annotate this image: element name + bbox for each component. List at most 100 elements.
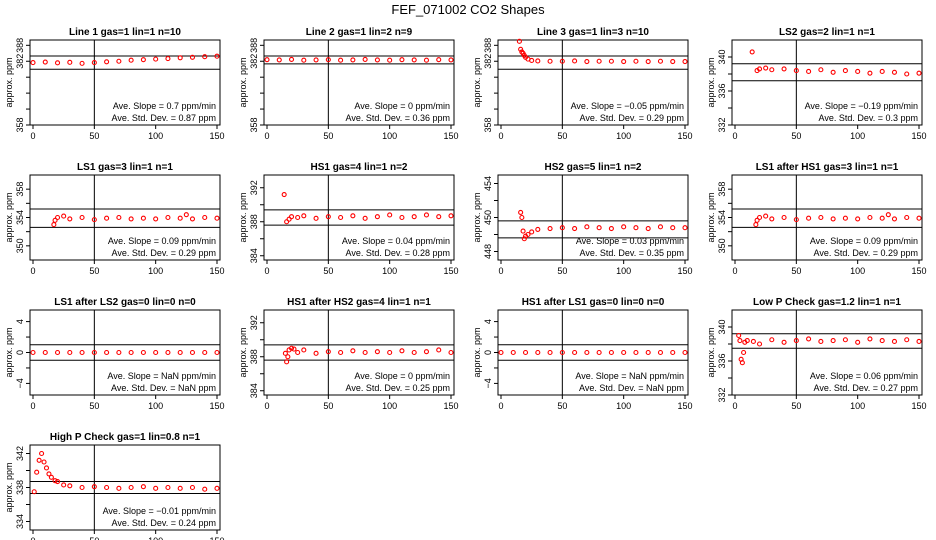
data-point — [116, 349, 122, 356]
x-tick-label: 0 — [30, 536, 35, 540]
data-point — [301, 57, 307, 63]
slope-annotation: Ave. Slope = 0 ppm/min — [354, 101, 450, 111]
data-point — [153, 349, 159, 356]
data-point — [325, 349, 331, 355]
data-point — [448, 213, 454, 219]
x-tick-label: 0 — [264, 131, 269, 141]
data-point — [165, 484, 171, 491]
data-point — [559, 349, 565, 356]
x-tick-label: 50 — [557, 266, 567, 276]
data-point — [525, 231, 531, 238]
data-point — [572, 349, 578, 356]
data-point — [830, 338, 836, 344]
data-point — [325, 214, 331, 220]
data-point — [793, 217, 799, 223]
std-dev-annotation: Ave. Std. Dev. = 0.87 ppm — [112, 113, 216, 123]
data-point — [202, 214, 208, 221]
data-point — [763, 65, 769, 71]
data-point — [842, 337, 848, 343]
data-point — [214, 53, 220, 59]
data-point — [436, 347, 442, 353]
x-tick-label: 0 — [498, 131, 503, 141]
data-point — [350, 348, 356, 354]
data-point — [202, 54, 208, 60]
plot-frame — [263, 174, 455, 261]
data-point — [189, 54, 196, 60]
y-axis-label: approx. ppm — [238, 192, 248, 242]
data-point — [518, 209, 524, 215]
y-axis-label: approx. ppm — [706, 327, 716, 377]
x-tick-label: 150 — [911, 131, 926, 141]
data-point — [498, 349, 504, 356]
data-point — [891, 338, 898, 345]
data-point — [596, 58, 602, 64]
slope-annotation: Ave. Slope = 0 ppm/min — [354, 371, 450, 381]
data-point — [645, 226, 651, 232]
data-point — [387, 57, 393, 63]
y-axis-label: approx. ppm — [4, 192, 14, 242]
data-point — [750, 338, 756, 345]
data-point — [350, 213, 356, 219]
data-point — [867, 214, 873, 221]
x-tick-label: 50 — [557, 131, 567, 141]
data-point — [52, 478, 58, 484]
data-point — [806, 336, 812, 342]
data-point — [42, 349, 48, 356]
data-point — [288, 214, 295, 220]
x-tick-label: 150 — [443, 401, 458, 411]
data-point — [202, 349, 208, 356]
y-axis-label: approx. ppm — [472, 57, 482, 107]
data-point — [291, 346, 297, 352]
data-point — [891, 69, 898, 75]
data-point — [67, 59, 73, 65]
x-tick-label: 100 — [616, 131, 631, 141]
data-point — [116, 214, 122, 221]
data-point — [559, 225, 565, 231]
std-dev-annotation: Ave. Std. Dev. = NaN ppm — [111, 383, 216, 393]
data-point — [362, 349, 368, 356]
x-tick-label: 150 — [209, 401, 224, 411]
data-point — [756, 214, 763, 221]
data-point — [214, 349, 220, 356]
panel-6: HS1 gas=4 lin=1 n=2 0 50 100 150 384 388 392app… — [238, 162, 459, 276]
data-point — [584, 58, 590, 65]
data-point — [116, 485, 122, 491]
x-tick-label: 0 — [264, 266, 269, 276]
y-tick-label: 350 — [15, 238, 25, 253]
y-tick-label: 384 — [249, 383, 259, 398]
data-point — [54, 349, 61, 356]
data-point — [295, 349, 301, 356]
data-point — [91, 217, 97, 223]
data-point — [67, 483, 73, 489]
data-point — [522, 349, 529, 356]
data-point — [670, 225, 676, 231]
y-tick-label: 4 — [15, 319, 25, 324]
y-tick-label: 358 — [15, 117, 25, 132]
data-point — [855, 68, 861, 74]
data-point — [189, 216, 196, 222]
data-point — [682, 58, 688, 65]
data-point — [423, 57, 430, 63]
slope-annotation: Ave. Slope = 0.04 ppm/min — [342, 236, 450, 246]
x-tick-label: 50 — [557, 401, 567, 411]
data-point — [325, 57, 331, 63]
data-point — [104, 484, 110, 491]
slope-annotation: Ave. Slope = NaN ppm/min — [575, 371, 684, 381]
data-point — [855, 339, 861, 345]
data-point — [30, 349, 36, 356]
std-dev-annotation: Ave. Std. Dev. = 0.29 ppm — [580, 113, 684, 123]
std-dev-annotation: Ave. Std. Dev. = 0.27 ppm — [814, 383, 918, 393]
data-point — [608, 226, 614, 232]
data-point — [559, 58, 565, 64]
data-point — [608, 58, 614, 64]
data-point — [61, 213, 67, 219]
data-point — [916, 70, 922, 76]
data-point — [806, 215, 812, 221]
x-tick-label: 150 — [209, 536, 224, 540]
data-point — [916, 338, 922, 345]
data-point — [572, 58, 578, 64]
data-point — [739, 360, 745, 366]
std-dev-annotation: Ave. Std. Dev. = 0.3 ppm — [819, 113, 918, 123]
data-point — [547, 226, 553, 232]
figure-title: FEF_071002 CO2 Shapes — [391, 2, 545, 17]
